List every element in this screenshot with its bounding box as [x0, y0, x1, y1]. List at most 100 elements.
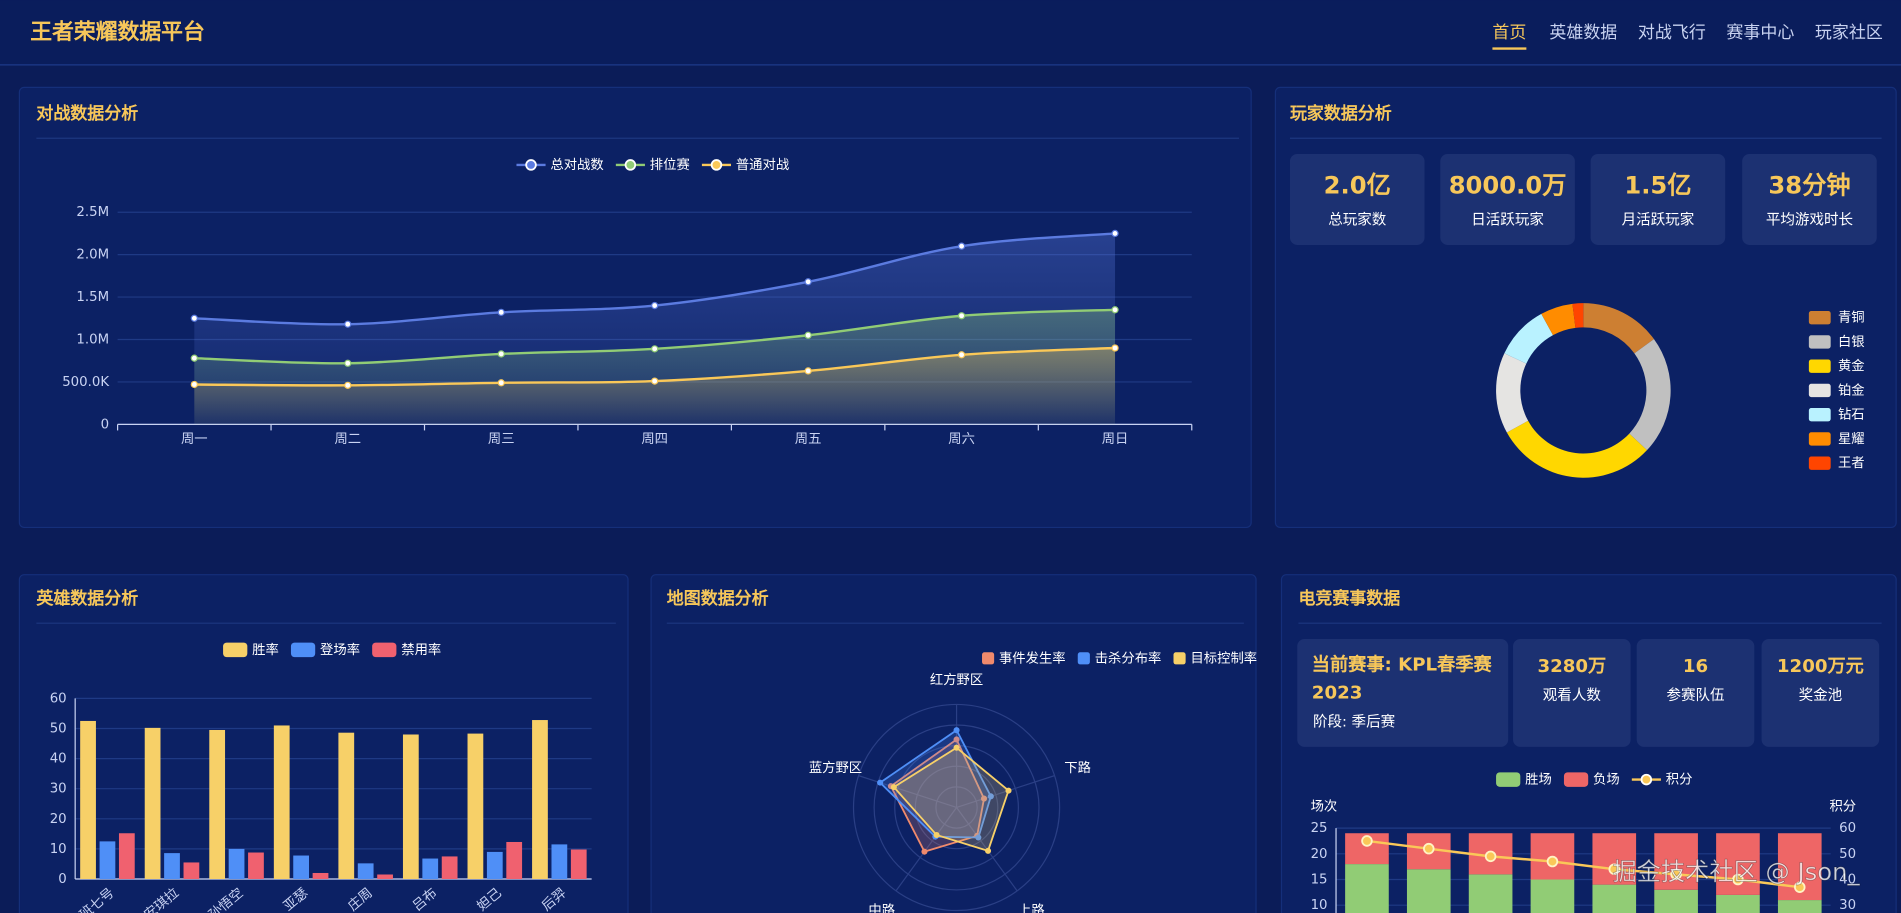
radar-area — [889, 738, 985, 853]
line-point — [651, 345, 659, 353]
stat-label: 观看人数 — [1543, 687, 1602, 704]
radar-point — [1005, 787, 1012, 794]
x-tick-label: 周六 — [948, 431, 975, 447]
bar — [1654, 833, 1698, 890]
line-point — [1423, 842, 1435, 855]
legend-swatch — [1808, 335, 1831, 349]
stat-value: 1.5亿 — [1624, 171, 1691, 200]
line-point — [804, 331, 812, 339]
radar-indicator: 中路 — [868, 902, 895, 913]
bar — [80, 720, 96, 880]
y-tick-label: 2.5M — [76, 205, 109, 220]
pie-slice — [1541, 303, 1576, 336]
panel-title: 玩家数据分析 — [1290, 103, 1392, 124]
legend-marker — [710, 159, 723, 171]
radar-point — [890, 784, 897, 791]
bar — [144, 727, 161, 880]
event-box: 当前赛事: KPL春季赛2023 — [1311, 653, 1492, 704]
pie-slice — [1583, 303, 1654, 354]
legend-swatch — [1808, 456, 1831, 470]
y-tick-label: 30 — [1839, 898, 1856, 913]
bar — [422, 858, 439, 880]
axis-title: 场次 — [1311, 798, 1338, 814]
bar — [402, 734, 419, 880]
line-point — [804, 278, 812, 286]
nav-link[interactable]: 对战飞行 — [1638, 23, 1706, 43]
y-tick-label: 50 — [50, 721, 67, 736]
y-tick-label: 10 — [50, 842, 67, 857]
radar-point — [987, 793, 994, 800]
legend-swatch — [1496, 772, 1521, 787]
legend-label: 普通对战 — [736, 157, 789, 173]
legend-label: 排位赛 — [650, 157, 690, 173]
bar — [99, 841, 116, 880]
line-point — [804, 367, 812, 375]
radar-indicator: 上路 — [1018, 902, 1045, 913]
x-tick-label: 周四 — [641, 432, 668, 447]
stat-card — [1590, 154, 1726, 245]
legend-label: 击杀分布率 — [1095, 649, 1162, 666]
legend-swatch — [290, 642, 316, 658]
nav-link[interactable]: 首页 — [1492, 23, 1526, 43]
legend-label: 积分 — [1666, 772, 1693, 788]
stat-label: 参赛队伍 — [1666, 687, 1724, 704]
radar-area — [892, 746, 1010, 852]
stat-card — [1761, 638, 1880, 747]
y-tick-label: 40 — [50, 752, 67, 767]
legend-label: 总对战数 — [550, 157, 603, 173]
bar — [570, 849, 587, 880]
stat-label: 日活跃玩家 — [1471, 212, 1544, 229]
panel-title: 英雄数据分析 — [36, 588, 138, 609]
y-tick-label: 30 — [50, 782, 67, 797]
nav-link[interactable]: 玩家社区 — [1815, 23, 1883, 43]
stat-value: 8000.0万 — [1449, 171, 1567, 200]
nav-link[interactable]: 赛事中心 — [1726, 22, 1794, 43]
bar — [183, 862, 200, 880]
legend-label: 青铜 — [1838, 310, 1865, 326]
legend-swatch — [1808, 383, 1831, 398]
bar — [441, 856, 458, 880]
line-point — [1608, 863, 1621, 875]
legend-label: 星耀 — [1838, 431, 1865, 447]
radar-point — [953, 727, 960, 734]
radar-point — [985, 847, 992, 854]
legend-swatch — [1808, 311, 1831, 325]
radar-spoke — [895, 807, 958, 892]
radar-spoke — [956, 775, 1055, 809]
panel-title: 对战数据分析 — [36, 103, 138, 124]
nav-link[interactable]: 英雄数据 — [1549, 23, 1617, 43]
stat-value: 38分钟 — [1768, 171, 1850, 200]
event-title: 当前赛事: KPL春季赛2023 — [1311, 653, 1492, 704]
line-point — [957, 242, 966, 250]
radar-point — [933, 831, 940, 839]
bar — [1406, 869, 1451, 913]
line-point — [651, 301, 659, 310]
radar-indicator: 红方野区 — [930, 672, 983, 688]
line-point — [957, 351, 966, 359]
stat-label: 平均游戏时长 — [1766, 212, 1854, 229]
event-card — [1297, 638, 1509, 747]
legend-marker — [624, 159, 637, 171]
stat-card — [1742, 154, 1877, 245]
stat-label: 月活跃玩家 — [1622, 212, 1695, 229]
bar — [1592, 884, 1637, 913]
bar — [1654, 889, 1698, 913]
radar-spoke — [858, 775, 957, 809]
bar — [248, 852, 264, 880]
panel — [650, 574, 1257, 913]
bar — [377, 874, 393, 880]
legend-label: 钻石 — [1838, 407, 1865, 423]
pie-slice — [1496, 353, 1529, 433]
legend-marker — [525, 159, 537, 171]
legend-label: 目标控制率 — [1190, 649, 1257, 666]
legend-swatch — [982, 652, 995, 665]
line-point — [190, 314, 198, 322]
stat-value: 3280万 — [1537, 656, 1606, 677]
stat-value: 2.0亿 — [1324, 171, 1391, 200]
y-tick-label: 20 — [1311, 847, 1328, 862]
bar — [312, 872, 329, 880]
pie-slice — [1504, 313, 1553, 364]
legend-label: 事件发生率 — [999, 649, 1066, 666]
legend-label: 胜率 — [252, 641, 279, 658]
